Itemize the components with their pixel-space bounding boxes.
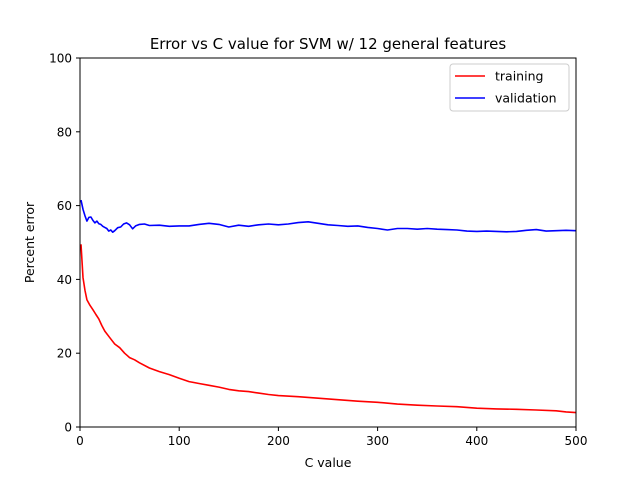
plot-area — [80, 58, 576, 427]
y-tick-label: 20 — [57, 347, 72, 361]
legend: training validation — [449, 63, 570, 112]
y-axis-label: Percent error — [22, 201, 37, 283]
series-layer — [80, 199, 577, 414]
x-tick-label: 400 — [465, 434, 488, 448]
plot-frame — [79, 57, 577, 428]
x-tick-label: 200 — [267, 434, 290, 448]
y-tick-label: 0 — [64, 421, 72, 435]
x-tick-label: 300 — [366, 434, 389, 448]
x-axis: 0 100 200 300 400 500 — [76, 427, 587, 448]
x-tick-label: 500 — [565, 434, 588, 448]
y-tick-label: 60 — [57, 199, 72, 213]
y-tick-label: 80 — [57, 125, 72, 139]
x-axis-label: C value — [305, 455, 352, 470]
training-series-line — [80, 244, 577, 414]
training-legend-label: training — [495, 69, 543, 84]
validation-legend-label: validation — [495, 91, 557, 106]
y-tick-label: 40 — [57, 273, 72, 287]
validation-series-line — [80, 199, 577, 233]
chart-title: Error vs C value for SVM w/ 12 general f… — [150, 35, 507, 53]
y-tick-label: 100 — [49, 52, 72, 66]
x-tick-label: 0 — [76, 434, 84, 448]
x-tick-label: 100 — [168, 434, 191, 448]
y-axis: 0 20 40 60 80 100 — [49, 52, 80, 435]
